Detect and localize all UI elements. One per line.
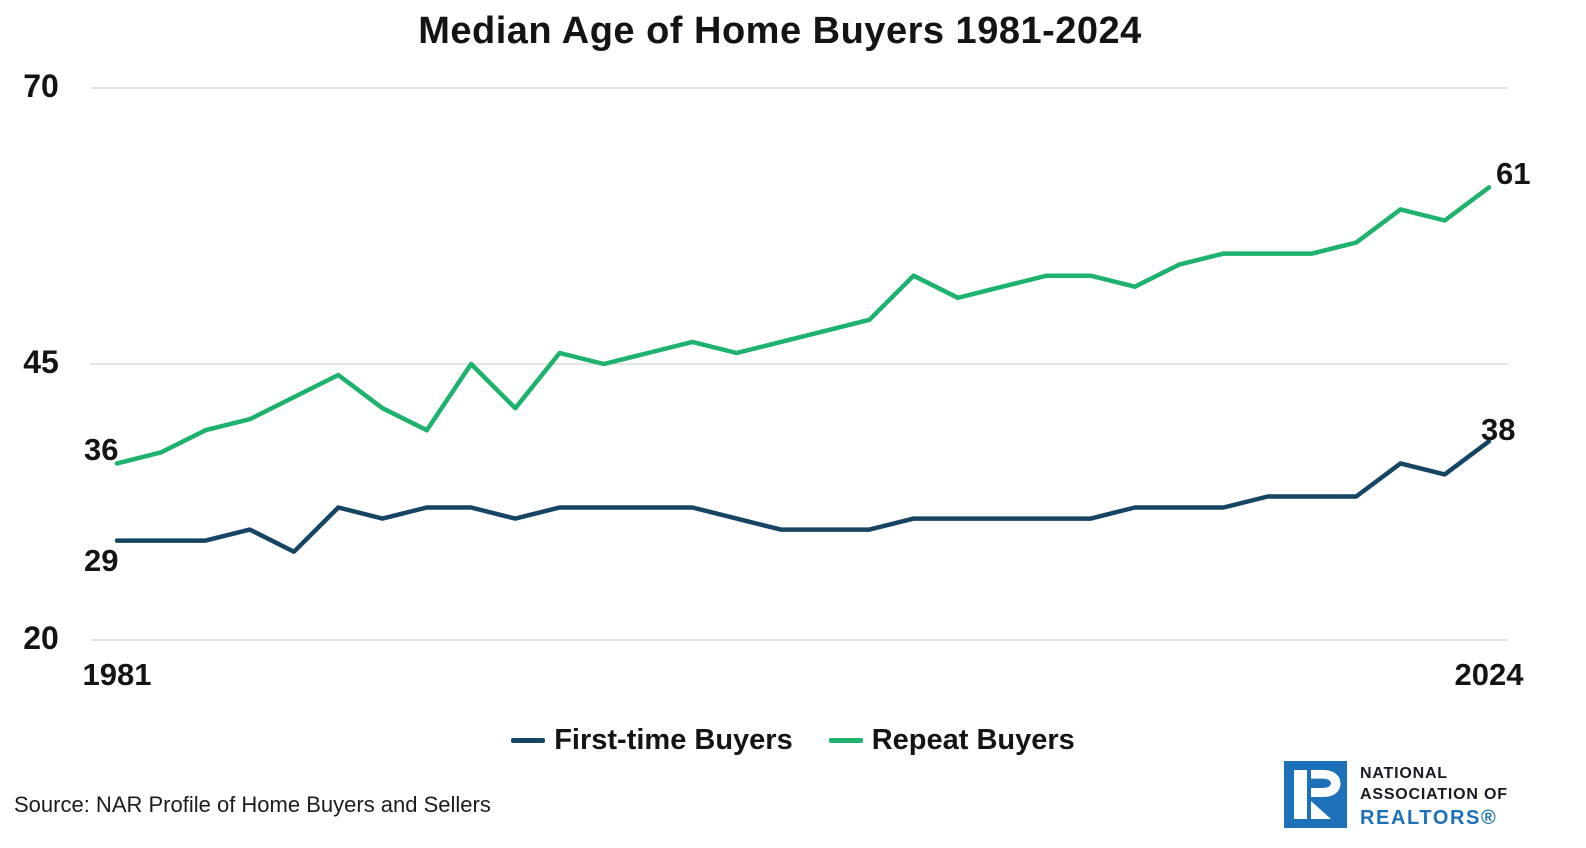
legend: First-time Buyers Repeat Buyers bbox=[0, 714, 1586, 766]
chart-title: Median Age of Home Buyers 1981-2024 bbox=[418, 10, 1142, 52]
nar-logo-line2: ASSOCIATION OF bbox=[1360, 786, 1508, 803]
y-tick-45: 45 bbox=[23, 344, 59, 380]
nar-logo: NATIONAL ASSOCIATION OF REALTORS® bbox=[1284, 761, 1508, 830]
value-label-61: 61 bbox=[1495, 156, 1531, 192]
nar-logo-line1: NATIONAL bbox=[1360, 765, 1448, 782]
legend-label: Repeat Buyers bbox=[871, 723, 1075, 756]
value-label-36: 36 bbox=[84, 432, 119, 468]
first-time-buyers-line bbox=[114, 439, 1492, 554]
repeat-buyers-line bbox=[114, 185, 1492, 466]
source-note: Source: NAR Profile of Home Buyers and S… bbox=[14, 792, 491, 817]
legend-swatch-icon bbox=[828, 737, 863, 743]
y-tick-20: 20 bbox=[23, 620, 59, 656]
legend-swatch-icon bbox=[511, 737, 546, 743]
nar-logo-line3: REALTORS® bbox=[1360, 807, 1498, 829]
legend-item-repeat-buyers: Repeat Buyers bbox=[828, 723, 1075, 757]
nar-logo-r-icon bbox=[1284, 761, 1347, 828]
legend-item-first-time-buyers: First-time Buyers bbox=[511, 724, 793, 757]
value-label-29: 29 bbox=[84, 542, 119, 578]
x-tick-1981: 1981 bbox=[82, 657, 152, 692]
legend-label: First-time Buyers bbox=[554, 723, 793, 756]
y-tick-70: 70 bbox=[23, 68, 59, 104]
value-label-38: 38 bbox=[1480, 412, 1516, 448]
x-tick-2024: 2024 bbox=[1454, 657, 1524, 692]
nar-logo-text: NATIONAL ASSOCIATION OF REALTORS® bbox=[1360, 761, 1508, 830]
